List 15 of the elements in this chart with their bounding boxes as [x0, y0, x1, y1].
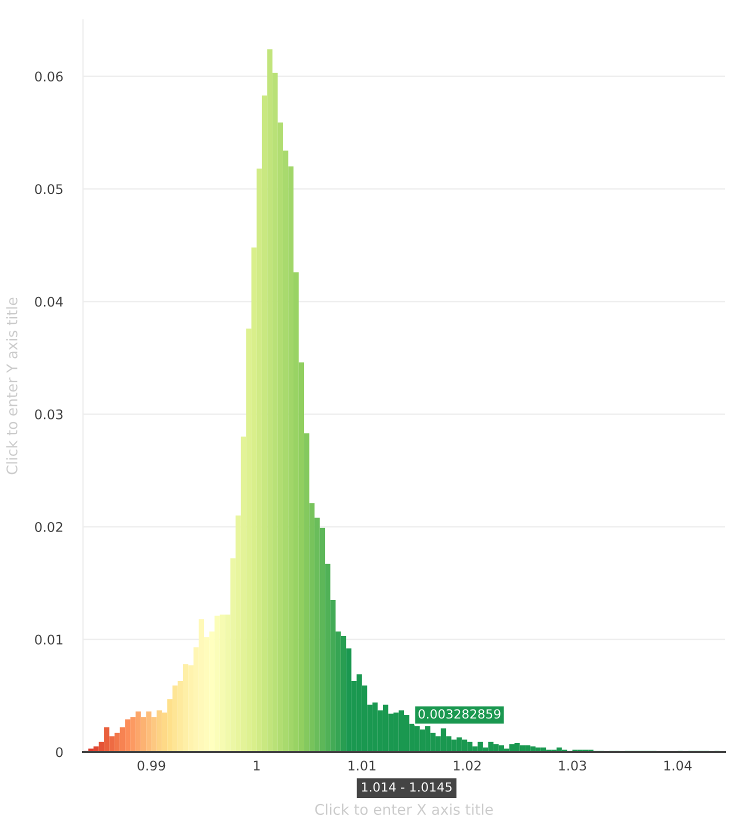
x-tick-label: 1 [254, 760, 260, 770]
x-tick-label: 1.03 [559, 760, 586, 771]
y-tick-label: 0.02 [35, 522, 62, 532]
annotation: 1.014 - 1.0145 [362, 782, 452, 792]
y-tick-label: 0.01 [35, 634, 62, 645]
y-tick-label: 0.05 [35, 184, 62, 194]
y-tick-label: 0.06 [35, 72, 63, 82]
y-tick-label: 0.03 [35, 409, 62, 420]
y-tick-label: 0.04 [35, 296, 63, 307]
x-tick-label: 0.99 [138, 760, 166, 771]
x-tick-label: 1.02 [454, 760, 481, 771]
y-tick-label: 0 [56, 747, 63, 758]
x-tick-label: 1.01 [348, 760, 376, 771]
annotation: 0.003282859 [418, 709, 500, 719]
x-tick-label: 1.04 [664, 760, 692, 771]
